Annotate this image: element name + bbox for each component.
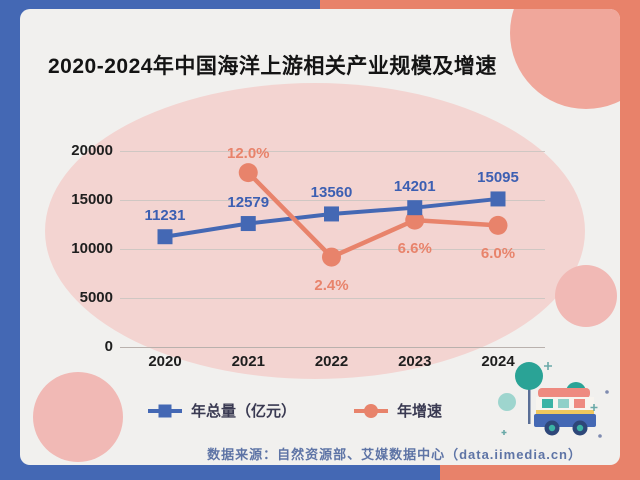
pink-circle-right	[555, 265, 617, 327]
gridline	[120, 297, 545, 299]
data-label: 6.6%	[397, 240, 432, 258]
y-tick-label: 0	[104, 337, 113, 355]
data-label: 15095	[477, 168, 519, 186]
data-point-marker-square	[157, 229, 173, 245]
legend-label-total: 年总量（亿元）	[190, 403, 296, 420]
x-category-label: 2021	[231, 353, 265, 370]
data-point-marker-square	[324, 206, 339, 222]
legend-circle-marker-icon	[354, 408, 388, 413]
y-tick-label: 15000	[71, 190, 113, 208]
data-source-text: 数据来源：自然资源部、艾媒数据中心（data.iimedia.cn）	[207, 447, 582, 462]
x-category-label: 2023	[398, 353, 432, 370]
gridline	[120, 346, 545, 348]
y-tick-label: 5000	[79, 288, 113, 306]
x-category-label: 2020	[148, 353, 182, 370]
legend-item-growth[interactable]: 年增速	[354, 400, 442, 421]
series-line-circle	[246, 171, 499, 260]
legend-item-total[interactable]: 年总量（亿元）	[147, 400, 296, 421]
truck-illustration	[498, 362, 609, 438]
data-label: 6.0%	[480, 245, 516, 263]
data-point-marker-circle	[405, 210, 425, 230]
pink-circle-bottom-left	[33, 372, 123, 462]
x-category-label: 2024	[481, 353, 515, 370]
data-point-marker-circle	[238, 163, 258, 183]
truck-icon	[534, 388, 596, 436]
data-label: 2.4%	[314, 277, 349, 295]
data-point-marker-square	[490, 191, 506, 207]
y-tick-label: 10000	[71, 239, 113, 257]
legend-square-marker-icon	[147, 408, 182, 413]
frame-bottom-blue	[0, 464, 440, 480]
x-category-label: 2022	[314, 353, 349, 370]
y-tick-label: 20000	[71, 142, 113, 159]
data-label: 14201	[393, 177, 436, 195]
sparkle-icon	[501, 362, 598, 435]
tree-icon	[498, 362, 543, 424]
chart-legend: 年总量（亿元） 年增速	[90, 400, 500, 421]
data-point-marker-square	[407, 200, 423, 216]
data-label: 12579	[227, 193, 270, 211]
gridline	[120, 151, 545, 152]
data-label: 12.0%	[226, 144, 270, 162]
legend-label-growth: 年增速	[397, 403, 443, 420]
data-point-marker-circle	[322, 247, 341, 267]
gridline	[120, 199, 545, 201]
page-title: 2020-2024年中国海洋上游相关产业规模及增速	[48, 55, 497, 78]
data-label: 13560	[310, 183, 353, 201]
data-point-marker-square	[240, 216, 256, 232]
data-point-marker-circle	[488, 215, 508, 235]
data-label: 11231	[144, 206, 186, 224]
